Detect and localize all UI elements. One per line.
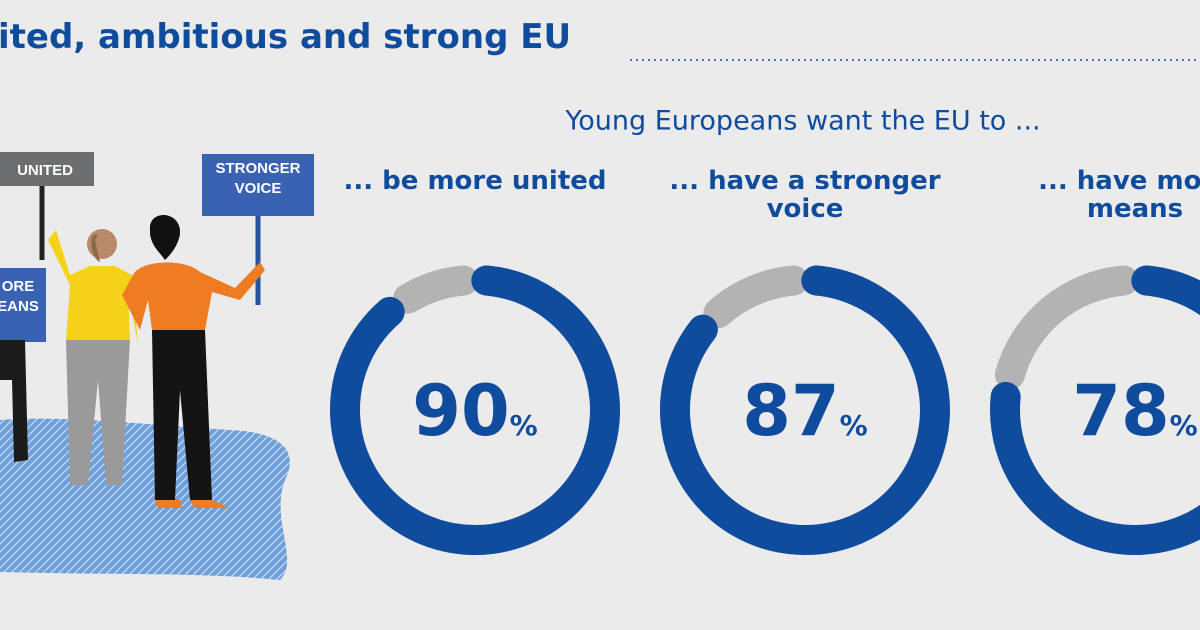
chart-subtitle: Young Europeans want the EU to ...: [564, 106, 1040, 137]
category-label: ... be more united: [343, 166, 607, 196]
category-label: ... have a stronger voice: [669, 166, 941, 224]
sign-text: UNITED: [17, 162, 73, 179]
donut-remainder: [393, 265, 479, 314]
illustration: UNITED STRONGER VOICE ORE EANS: [0, 152, 314, 580]
ground: [0, 418, 290, 580]
category-label: ... have more means: [1038, 166, 1200, 224]
donut-value: [660, 265, 950, 555]
value-label: 90%: [412, 370, 537, 452]
chart-title: ited, ambitious and strong EU: [0, 17, 571, 57]
donut-value: [330, 265, 620, 555]
donut-remainder: [994, 265, 1139, 390]
sign-text: STRONGER VOICE: [215, 160, 300, 197]
value-label: 87%: [742, 370, 867, 452]
value-label: 78%: [1072, 370, 1197, 452]
sign-board: [202, 154, 314, 216]
donut-value: [990, 265, 1200, 555]
donut-remainder: [703, 265, 809, 329]
sign-board: [0, 152, 94, 186]
sign-text: ORE EANS: [0, 278, 39, 315]
sign-board: [0, 268, 46, 342]
